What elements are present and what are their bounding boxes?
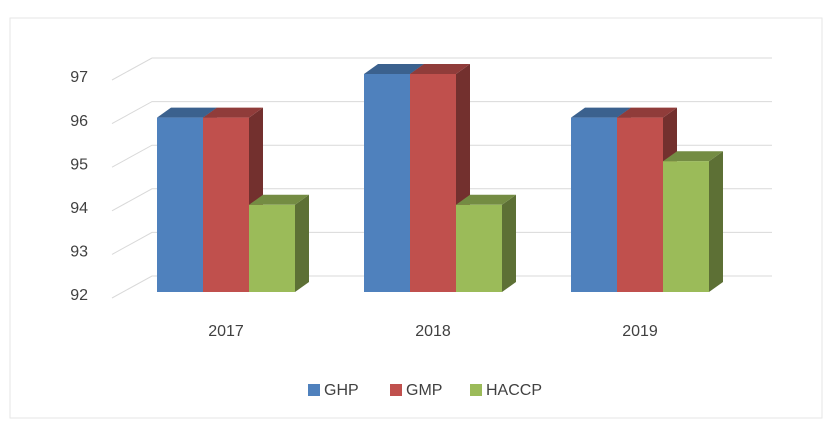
bar-front [157, 117, 203, 292]
grid-line [111, 275, 772, 299]
legend-swatch [470, 384, 482, 396]
bar-front [249, 204, 295, 292]
legend-label: GHP [324, 382, 359, 399]
bar-top [617, 107, 677, 118]
bar-top [364, 64, 424, 74]
y-tick-label: 94 [70, 200, 88, 217]
x-tick-label: 2019 [622, 323, 658, 340]
bar-front [203, 117, 249, 292]
bar [456, 194, 516, 292]
bar [617, 107, 677, 292]
bar-top [456, 194, 516, 205]
legend-swatch [390, 384, 402, 396]
bar-side [502, 194, 516, 292]
y-tick-label: 96 [70, 113, 88, 130]
bar-top [249, 194, 309, 205]
bar-top [663, 151, 723, 162]
bar-top [410, 64, 470, 74]
bar-top [571, 107, 631, 118]
bar-side [295, 194, 309, 292]
y-tick-label: 93 [70, 244, 88, 261]
grid-line [111, 144, 772, 168]
bar [663, 151, 723, 292]
grid-line [111, 188, 772, 212]
legend-label: HACCP [486, 382, 542, 399]
x-tick-label: 2017 [208, 323, 244, 340]
y-tick-label: 97 [70, 69, 88, 86]
legend-swatch [308, 384, 320, 396]
legend-label: GMP [406, 382, 442, 399]
y-tick-label: 95 [70, 156, 88, 173]
bar-front [663, 161, 709, 292]
bar-front [571, 117, 617, 292]
bar-front [410, 74, 456, 292]
x-tick-label: 2018 [415, 323, 451, 340]
bar-top [203, 107, 263, 118]
bar-top [157, 107, 217, 118]
chart-frame [9, 17, 823, 419]
grid-line [111, 231, 772, 255]
grid-line [111, 101, 772, 125]
bar-front [364, 74, 410, 292]
grid-line [111, 57, 772, 81]
y-tick-label: 92 [70, 287, 88, 304]
bar-front [617, 117, 663, 292]
bar [249, 194, 309, 292]
bar-front [456, 204, 502, 292]
bar-side [709, 151, 723, 292]
